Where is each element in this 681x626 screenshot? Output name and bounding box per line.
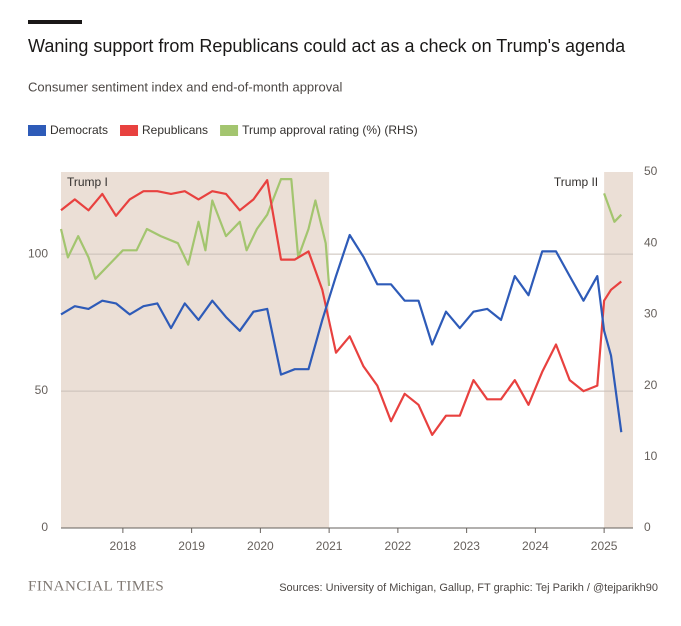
y2-tick-label: 30: [644, 307, 658, 321]
x-tick-label: 2020: [247, 539, 274, 553]
y2-tick-label: 40: [644, 235, 658, 249]
y2-tick-label: 10: [644, 449, 658, 463]
source: Sources: University of Michigan, Gallup,…: [279, 582, 658, 594]
grid: 0 50 100 0 10 20 30 40 50 2018 2019 2020 2021 2022 202…: [28, 164, 658, 553]
shade-label: Trump I: [67, 175, 108, 189]
y2-tick-label: 50: [644, 164, 658, 178]
x-tick-label: 2022: [385, 539, 412, 553]
legend-label: Democrats: [50, 123, 108, 137]
legend-label: Republicans: [142, 123, 208, 137]
legend-label: Trump approval rating (%) (RHS): [242, 123, 418, 137]
x-tick-label: 2024: [522, 539, 549, 553]
y-tick-label: 0: [41, 520, 48, 534]
series-line: [60, 179, 622, 436]
brand-bar: [28, 20, 82, 24]
y-tick-label: 50: [35, 383, 49, 397]
legend-swatch: [220, 125, 239, 136]
shade-label: Trump II: [554, 175, 598, 189]
y2-tick-label: 20: [644, 378, 658, 392]
legend-swatch: [120, 125, 139, 136]
shaded-region: [61, 172, 330, 528]
series-line: [60, 233, 623, 433]
chart-subtitle: Consumer sentiment index and end-of-mont…: [28, 79, 342, 94]
legend-swatch: [28, 125, 46, 136]
chart-title: Waning support from Republicans could ac…: [28, 36, 626, 56]
x-tick-label: 2025: [591, 539, 618, 553]
legend: Democrats Republicans Trump approval ratin…: [28, 123, 418, 137]
x-tick-label: 2023: [453, 539, 480, 553]
lines: [59, 178, 623, 436]
x-tick-label: 2018: [110, 539, 137, 553]
shading: Trump I Trump II: [61, 172, 633, 528]
series-line: [59, 178, 623, 286]
y2-tick-label: 0: [644, 520, 651, 534]
brand: FINANCIAL TIMES: [28, 578, 164, 594]
x-tick-label: 2021: [316, 539, 343, 553]
x-tick-label: 2019: [178, 539, 205, 553]
y-tick-label: 100: [28, 246, 48, 260]
